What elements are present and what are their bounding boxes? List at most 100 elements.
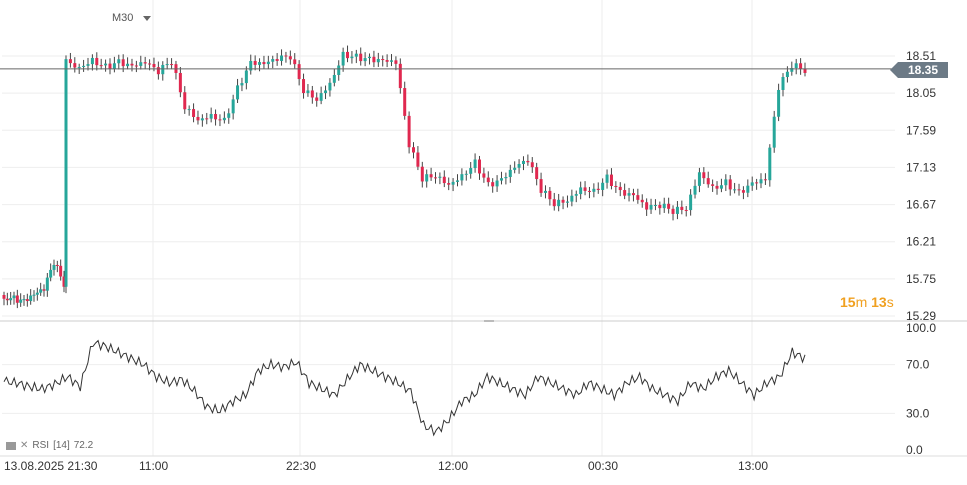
- candle-body: [222, 117, 226, 121]
- rsi-line: [3, 339, 806, 437]
- candle-body: [434, 177, 437, 179]
- time-axis-label: 12:00: [438, 459, 468, 473]
- candle-body: [473, 159, 477, 169]
- price-axis-label: 15.29: [906, 309, 936, 323]
- candle-body: [49, 269, 53, 278]
- candle-body: [530, 162, 534, 168]
- price-axis-label: 15.75: [906, 272, 936, 286]
- candle-body: [394, 60, 398, 64]
- candle-body: [134, 65, 138, 67]
- close-icon[interactable]: ✕: [20, 440, 29, 451]
- candle-body: [513, 167, 517, 170]
- time-axis-label: 11:00: [139, 459, 168, 473]
- candle-body: [455, 180, 459, 182]
- candle-body: [29, 295, 33, 302]
- candle-body: [535, 167, 539, 180]
- candle-body: [126, 63, 130, 67]
- price-axis-label: 17.59: [906, 123, 936, 137]
- candle-body: [86, 64, 90, 66]
- candle-body: [649, 205, 653, 210]
- candle-body: [724, 179, 728, 186]
- candle-body: [706, 178, 710, 185]
- candle-body: [579, 187, 583, 195]
- candle-body: [772, 116, 776, 148]
- candle-body: [587, 190, 591, 192]
- time-axis-label: 13:00: [738, 459, 768, 473]
- candle-body: [95, 57, 99, 66]
- timeframe-selector[interactable]: M30: [112, 12, 152, 24]
- indicator-settings-icon[interactable]: [6, 441, 16, 450]
- candle-body: [517, 164, 521, 168]
- candle-body: [332, 74, 336, 83]
- candle-body: [631, 193, 635, 196]
- candle-body: [372, 56, 376, 63]
- candle-body: [495, 180, 499, 187]
- candle-body: [381, 58, 385, 61]
- candle-body: [645, 202, 649, 210]
- candle-body: [768, 147, 772, 181]
- candle-body: [5, 298, 9, 301]
- candle-body: [2, 295, 6, 299]
- rsi-value: 72.2: [73, 440, 94, 451]
- candle-body: [623, 190, 627, 196]
- candle-body: [196, 116, 200, 121]
- candle-countdown: 15m 13s: [840, 294, 894, 310]
- candle-body: [55, 264, 59, 266]
- candle-body: [266, 61, 270, 65]
- candle-body: [491, 182, 495, 187]
- candle-body: [117, 59, 121, 64]
- candle-body: [464, 173, 468, 175]
- candle-body: [741, 190, 745, 193]
- candle-body: [627, 193, 631, 196]
- timeframe-label: M30: [112, 12, 134, 24]
- rsi-axis-label: 30.0: [906, 406, 930, 420]
- candle-body: [561, 199, 565, 203]
- candle-body: [82, 65, 86, 67]
- candle-body: [640, 199, 644, 203]
- candle-body: [697, 172, 701, 186]
- candle-body: [508, 169, 512, 178]
- candle-body: [240, 83, 244, 86]
- candle-body: [680, 206, 684, 210]
- candle-body: [565, 201, 569, 203]
- candle-body: [407, 115, 411, 148]
- candle-body: [746, 185, 750, 193]
- candle-body: [156, 67, 160, 75]
- candle-body: [77, 66, 81, 68]
- candle-body: [715, 185, 719, 189]
- candle-body: [302, 79, 306, 94]
- candle-body: [62, 276, 66, 287]
- candle-body: [543, 190, 547, 193]
- candle-body: [781, 77, 785, 90]
- candle-body: [170, 64, 174, 66]
- price-axis-label: 17.13: [906, 160, 936, 174]
- candle-body: [293, 59, 297, 65]
- candle-body: [376, 58, 380, 63]
- candle-body: [390, 60, 394, 62]
- candle-body: [319, 93, 323, 101]
- time-axis-label: 22:30: [286, 459, 316, 473]
- candle-body: [350, 56, 354, 59]
- candle-body: [477, 159, 481, 174]
- candle-body: [152, 63, 156, 68]
- candle-body: [165, 64, 169, 66]
- candle-body: [236, 85, 240, 100]
- candle-body: [689, 194, 693, 211]
- candle-body: [763, 179, 767, 181]
- candle-body: [35, 292, 39, 295]
- rsi-axis-label: 100.0: [906, 321, 936, 335]
- candle-body: [486, 177, 490, 183]
- candle-body: [675, 206, 679, 214]
- candle-body: [601, 182, 605, 190]
- candle-body: [420, 166, 424, 182]
- candle-body: [284, 55, 288, 57]
- candle-body: [112, 63, 116, 69]
- candle-body: [341, 51, 345, 66]
- candle-body: [25, 299, 29, 302]
- candle-body: [447, 183, 451, 185]
- candle-body: [662, 203, 666, 209]
- pane-divider-handle[interactable]: [484, 320, 494, 322]
- candle-body: [187, 109, 191, 111]
